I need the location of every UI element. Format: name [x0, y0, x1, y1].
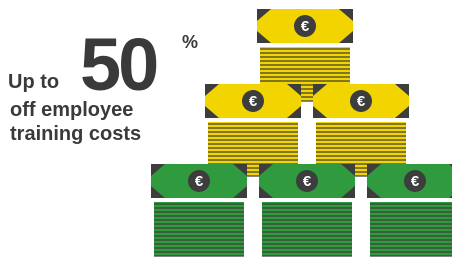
bill: €	[313, 84, 409, 178]
infographic: Up to 50 % off employee training costs €…	[0, 0, 452, 261]
bill: €	[205, 84, 301, 178]
bill: €	[259, 164, 355, 258]
currency-symbol: €	[303, 173, 312, 190]
bill: €	[151, 164, 247, 258]
line: training costs	[10, 123, 141, 145]
currency-symbol: €	[411, 173, 420, 190]
currency-symbol: €	[301, 18, 310, 35]
currency-symbol: €	[357, 93, 366, 110]
currency-symbol: €	[195, 173, 204, 190]
line: off employee	[10, 99, 133, 121]
bill: €	[367, 164, 452, 258]
currency-symbol: €	[249, 93, 258, 110]
big-number: 50	[80, 23, 157, 106]
prefix: Up to	[8, 71, 59, 93]
unit: %	[182, 32, 198, 52]
